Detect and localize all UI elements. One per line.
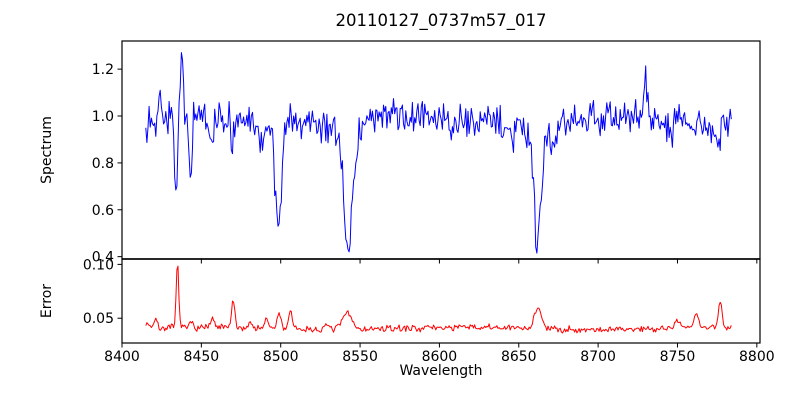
spectrum-y-tick-label: 0.6 — [92, 203, 114, 219]
x-tick-label: 8600 — [422, 349, 458, 365]
error-panel-frame — [121, 258, 761, 344]
x-tick-label: 8450 — [184, 349, 220, 365]
error-y-tick-label: 0.05 — [83, 311, 114, 327]
plot-title: 20110127_0737m57_017 — [335, 11, 547, 30]
x-tick-label: 8550 — [342, 349, 378, 365]
spectrum-series-line — [145, 52, 732, 254]
spectrum-panel-frame — [121, 40, 761, 260]
x-tick-label: 8400 — [104, 349, 140, 365]
x-tick-label: 8800 — [739, 349, 775, 365]
spectrum-y-tick-label: 0.8 — [92, 156, 114, 172]
spectrum-y-tick-label: 0.4 — [92, 250, 114, 266]
x-tick-label: 8500 — [263, 349, 299, 365]
error-y-tick-label: 0.10 — [83, 257, 114, 273]
x-tick-label: 8750 — [660, 349, 696, 365]
error-series-line — [145, 265, 732, 334]
x-axis-label: Wavelength — [399, 363, 483, 379]
spectrum-y-tick-label: 1.2 — [92, 62, 114, 78]
x-tick-label: 8700 — [580, 349, 616, 365]
x-tick-label: 8650 — [501, 349, 537, 365]
spectrum-y-tick-label: 1.0 — [92, 109, 114, 125]
